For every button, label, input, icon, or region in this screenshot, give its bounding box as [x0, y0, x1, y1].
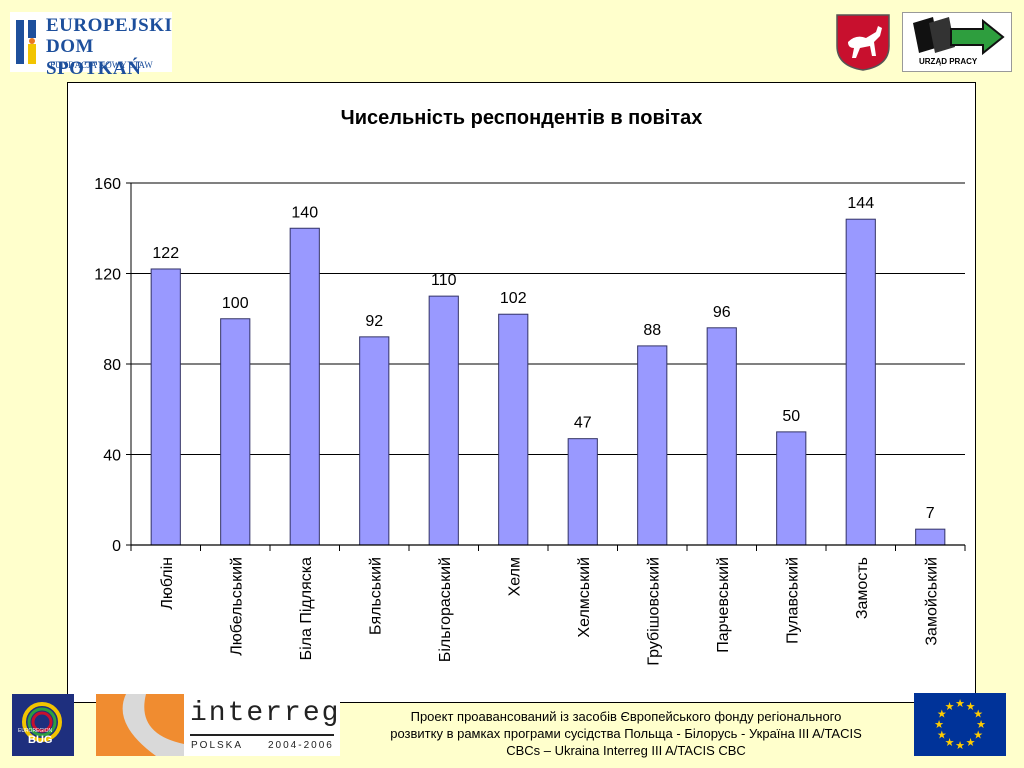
interreg-divider	[190, 734, 334, 736]
category-label: Любельський	[228, 557, 245, 656]
bar	[428, 295, 459, 546]
interreg-swoosh-icon	[122, 694, 184, 756]
category-label: Люблін	[159, 557, 176, 610]
footer-line-3: CBCs – Ukraina Interreg III A/TACIS CBC	[506, 743, 746, 758]
data-label: 92	[365, 313, 383, 330]
data-label: 100	[222, 295, 249, 312]
eu-star-icon: ★	[934, 718, 944, 731]
interreg-country: POLSKA	[191, 740, 244, 751]
eu-star-icon: ★	[976, 718, 986, 731]
eu-star-icon: ★	[966, 736, 976, 749]
category-label: Замость	[854, 557, 871, 619]
eu-flag-logo: ★ ★ ★ ★ ★ ★ ★ ★ ★ ★ ★ ★	[914, 693, 1006, 756]
data-label: 144	[847, 195, 874, 212]
bar	[915, 528, 946, 546]
bug-rings-icon	[22, 702, 62, 742]
category-label: Замойський	[923, 557, 940, 646]
category-label: Бяльський	[367, 557, 384, 635]
data-label: 96	[713, 304, 731, 321]
interreg-logo: interreg POLSKA 2004-2006	[96, 694, 340, 756]
data-label: 140	[291, 204, 318, 221]
logo-line-2: DOM SPOTKAŃ	[46, 36, 142, 79]
eu-star-icon: ★	[937, 729, 947, 742]
data-label: 88	[643, 322, 661, 339]
urzad-label: URZĄD PRACY	[919, 57, 978, 66]
data-label: 50	[782, 408, 800, 425]
bar	[359, 336, 390, 546]
urzad-pracy-logo: URZĄD PRACY	[902, 12, 1012, 72]
chart-title: Чисельність респондентів в повітах	[340, 107, 703, 129]
eu-star-icon: ★	[945, 736, 955, 749]
logo-line-3: FUNDACJA NOWY STAW	[50, 60, 153, 70]
bar	[776, 431, 807, 546]
category-label: Хелм	[506, 557, 523, 596]
eu-star-icon: ★	[955, 697, 965, 710]
category-label: Парчевський	[715, 557, 732, 653]
y-tick-label: 0	[112, 538, 121, 555]
interreg-orange-block	[96, 694, 184, 756]
y-tick-label: 120	[94, 267, 121, 284]
bar	[637, 345, 668, 546]
bar	[845, 218, 876, 546]
bar	[289, 227, 320, 546]
data-label: 110	[431, 272, 457, 289]
footer-funding-text: Проект проавансований із засобів Європей…	[346, 708, 906, 759]
data-label: 47	[574, 415, 592, 432]
bar	[150, 268, 181, 546]
y-tick-label: 40	[103, 448, 121, 465]
chart-panel: Чисельність респондентів в повітах 0 40 80…	[67, 82, 976, 703]
bar	[220, 318, 251, 546]
interreg-word: interreg	[190, 698, 341, 729]
lublin-crest-icon	[836, 14, 890, 71]
eu-star-icon: ★	[966, 700, 976, 713]
category-label: Пулавський	[784, 557, 801, 644]
footer-line-2: розвитку в рамках програми сусідства Пол…	[390, 726, 862, 741]
category-label: Грубішовський	[645, 557, 662, 666]
eu-star-icon: ★	[937, 708, 947, 721]
data-label: 102	[500, 290, 527, 307]
europejski-dom-spotkan-logo: EUROPEJSKI DOM SPOTKAŃ FUNDACJA NOWY STA…	[10, 12, 173, 79]
logo-line-1: EUROPEJSKI	[46, 15, 173, 36]
bug-region-label: EUROREGION	[18, 728, 53, 734]
interreg-years: 2004-2006	[268, 740, 334, 751]
bug-label: BUG	[28, 734, 53, 746]
eu-star-icon: ★	[973, 729, 983, 742]
bar	[567, 438, 598, 546]
category-label: Біла Підляска	[298, 557, 315, 660]
data-label: 122	[152, 245, 179, 262]
category-label: Хелмський	[576, 557, 593, 638]
eu-stars-icon: ★ ★★★★★★★★★★★	[934, 697, 986, 752]
bar-chart: 0 40 80 120 160 122 Люблін 100 Любельський 140 Біл…	[94, 176, 966, 666]
eu-star-icon: ★	[955, 739, 965, 752]
bar	[706, 327, 737, 546]
eu-star-icon: ★	[945, 700, 955, 713]
bar	[498, 313, 529, 546]
y-tick-label: 80	[103, 357, 121, 374]
y-tick-label: 160	[94, 176, 121, 193]
category-label: Більгораський	[437, 557, 454, 662]
footer-line-1: Проект проавансований із засобів Європей…	[410, 709, 842, 724]
eu-star-icon: ★	[973, 708, 983, 721]
euroregion-bug-logo: EUROREGION BUG	[12, 694, 74, 756]
urzad-arrow-icon	[913, 17, 1005, 56]
data-label: 7	[926, 505, 935, 522]
logo-mark-icon	[14, 18, 40, 66]
